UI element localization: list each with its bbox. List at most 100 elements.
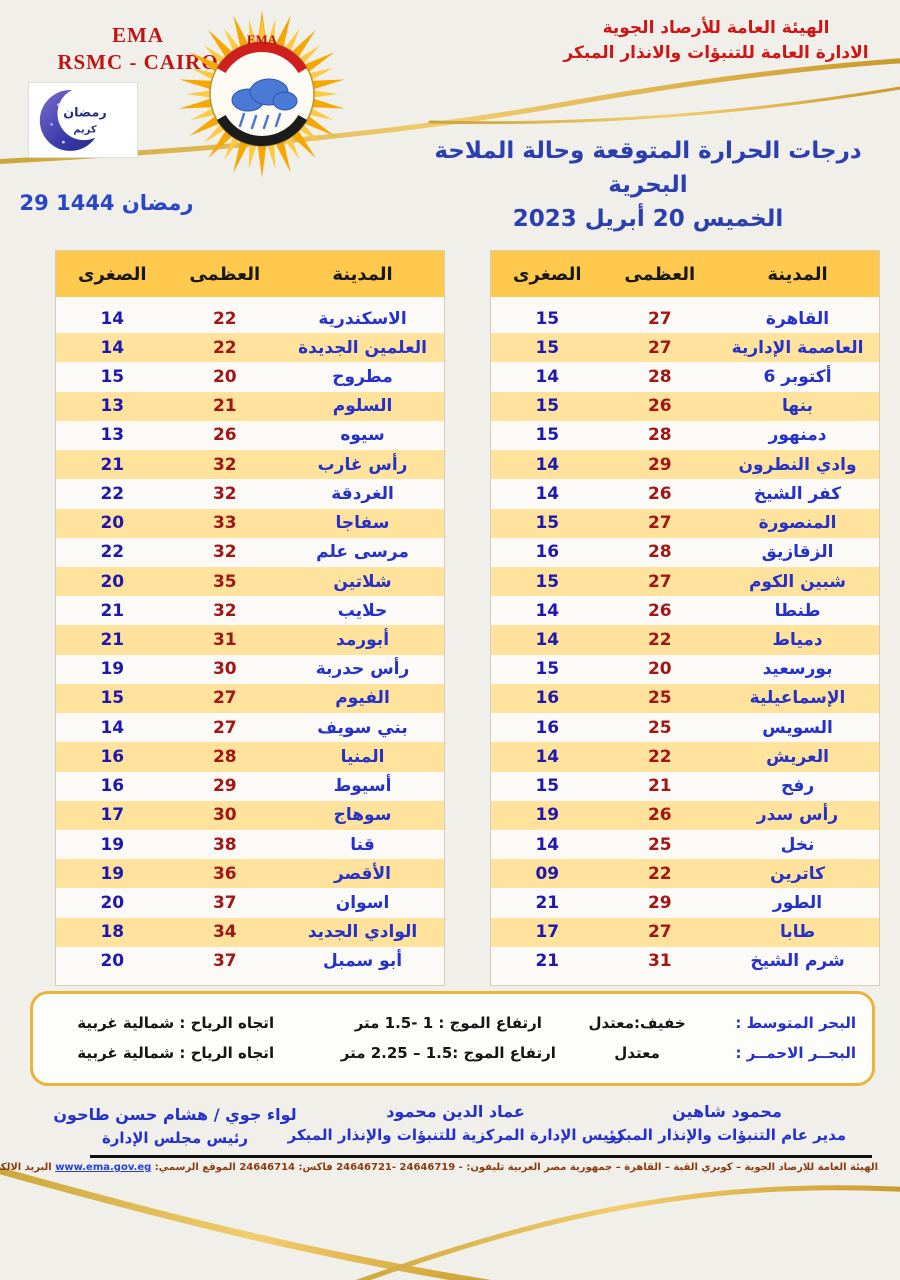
table-row: سوهاج 30 17 (56, 800, 444, 830)
footer-divider (90, 1155, 872, 1158)
table-row: الإسماعيلية 25 16 (491, 683, 879, 714)
max-temp: 37 (212, 951, 237, 972)
signature-name: عماد الدين محمود (386, 1102, 525, 1121)
min-temp: 15 (535, 337, 560, 358)
city-name: الطور (772, 892, 823, 913)
min-temp: 19 (535, 805, 560, 826)
table-row: مطروح 20 15 (56, 362, 444, 391)
table-row: أبورمد 31 21 (56, 625, 444, 655)
wind-direction: اتجاه الرياح : شمالية غربية (77, 1044, 275, 1062)
header-min: الصغرى (513, 263, 582, 285)
max-temp: 32 (212, 483, 237, 504)
email-label: البريد الالكتروني: (0, 1162, 52, 1173)
max-temp: 27 (647, 922, 672, 943)
city-name: بورسعيد (762, 659, 833, 680)
max-temp: 29 (647, 454, 672, 475)
max-temp: 26 (647, 805, 672, 826)
min-temp: 14 (535, 746, 560, 767)
max-temp: 34 (212, 922, 237, 943)
city-name: وادي النطرون (738, 454, 857, 475)
city-name: المنصورة (758, 513, 837, 534)
min-temp: 15 (535, 425, 560, 446)
signature-name: لواء جوي / هشام حسن طاحون (53, 1105, 297, 1124)
table-header-right: المدينة العظمى الصغرى (491, 251, 879, 297)
max-temp: 20 (212, 367, 237, 388)
city-name: رأس سدر (756, 805, 839, 826)
header-max: العظمى (624, 263, 696, 285)
max-temp: 22 (212, 308, 237, 329)
table-row: رفح 21 15 (491, 772, 879, 801)
gold-swash-bottom-left (0, 1167, 492, 1280)
city-name: كاترين (770, 863, 825, 884)
min-temp: 16 (100, 776, 125, 797)
min-temp: 15 (535, 776, 560, 797)
sea-name: البحــر الاحمــر : (735, 1044, 857, 1062)
max-temp: 32 (212, 542, 237, 563)
city-name: بنها (782, 396, 813, 417)
min-temp: 15 (100, 367, 125, 388)
max-temp: 22 (647, 863, 672, 884)
city-name: العريش (766, 746, 829, 767)
min-temp: 16 (535, 717, 560, 738)
min-temp: 19 (100, 863, 125, 884)
city-name: رفح (780, 776, 815, 797)
min-temp: 15 (535, 513, 560, 534)
max-temp: 35 (212, 571, 237, 592)
hijri-date: 29 رمضان 1444 (19, 191, 194, 215)
table-rows-right: القاهرة 27 15 العاصمة الإدارية 27 15 6 أ… (491, 304, 879, 976)
max-temp: 26 (647, 600, 672, 621)
max-temp: 22 (212, 337, 237, 358)
max-temp: 32 (212, 454, 237, 475)
city-name: الزقازيق (761, 542, 834, 563)
ramadan-crescent-icon: رمضان كريم (39, 87, 111, 151)
table-row: العاصمة الإدارية 27 15 (491, 333, 879, 363)
min-temp: 15 (100, 688, 125, 709)
table-row: اسوان 37 20 (56, 888, 444, 917)
city-name: العلمين الجديدة (298, 337, 427, 358)
website-link[interactable]: www.ema.gov.eg (55, 1162, 152, 1173)
min-temp: 14 (535, 600, 560, 621)
city-name: شرم الشيخ (750, 951, 845, 972)
city-name: رأس غارب (317, 454, 408, 475)
min-temp: 16 (535, 688, 560, 709)
header-max: العظمى (189, 263, 261, 285)
marine-conditions-box: البحر المتوسط : خفيف:معتدل ارتفاع الموج … (30, 991, 875, 1086)
max-temp: 26 (647, 483, 672, 504)
max-temp: 25 (647, 688, 672, 709)
min-temp: 21 (535, 951, 560, 972)
city-name: كفر الشيخ (753, 483, 842, 504)
website-label: الموقع الرسمي: (154, 1162, 236, 1173)
table-row: شبين الكوم 27 15 (491, 566, 879, 597)
min-temp: 13 (100, 425, 125, 446)
org-name-arabic: الهيئة العامة للأرصاد الجوية الادارة الع… (546, 16, 886, 66)
table-row: أسيوط 29 16 (56, 772, 444, 801)
table-row: الوادي الجديد 34 18 (56, 917, 444, 947)
table-row: 6 أكتوبر 28 14 (491, 362, 879, 391)
table-row: وادي النطرون 29 14 (491, 450, 879, 480)
min-temp: 14 (535, 454, 560, 475)
city-name: السلوم (332, 396, 393, 417)
table-row: سيوه 26 13 (56, 421, 444, 450)
max-temp: 21 (647, 776, 672, 797)
table-row: الغردقة 32 22 (56, 479, 444, 508)
title-line2: الخميس 20 أبريل 2023 (512, 206, 784, 232)
max-temp: 22 (647, 630, 672, 651)
min-temp: 14 (535, 367, 560, 388)
ema-en-line1: EMA (112, 23, 164, 47)
signature-board-chairman: لواء جوي / هشام حسن طاحون رئيس مجلس الإد… (35, 1103, 315, 1150)
min-temp: 14 (100, 717, 125, 738)
signature-title: مدير عام التنبؤات والإنذار المبكر (607, 1126, 847, 1144)
signature-title: رئيس مجلس الإدارة (101, 1129, 249, 1147)
min-temp: 19 (100, 659, 125, 680)
max-temp: 22 (647, 746, 672, 767)
org-address: الهيئة العامة للارصاد الجوية – كوبري الق… (239, 1162, 878, 1173)
city-name: القاهرة (765, 308, 830, 329)
table-row: الزقازيق 28 16 (491, 538, 879, 567)
min-temp: 14 (100, 337, 125, 358)
city-name: أسيوط (333, 776, 392, 797)
min-temp: 20 (100, 892, 125, 913)
ramadan-crescent-logo: رمضان كريم (28, 82, 138, 158)
table-rows-left: الاسكندرية 22 14 العلمين الجديدة 22 14 م… (56, 304, 444, 976)
crescent-calligraphy-line2: كريم (73, 124, 96, 135)
page-title: درجات الحرارة المتوقعة وحالة الملاحة الب… (408, 134, 888, 236)
